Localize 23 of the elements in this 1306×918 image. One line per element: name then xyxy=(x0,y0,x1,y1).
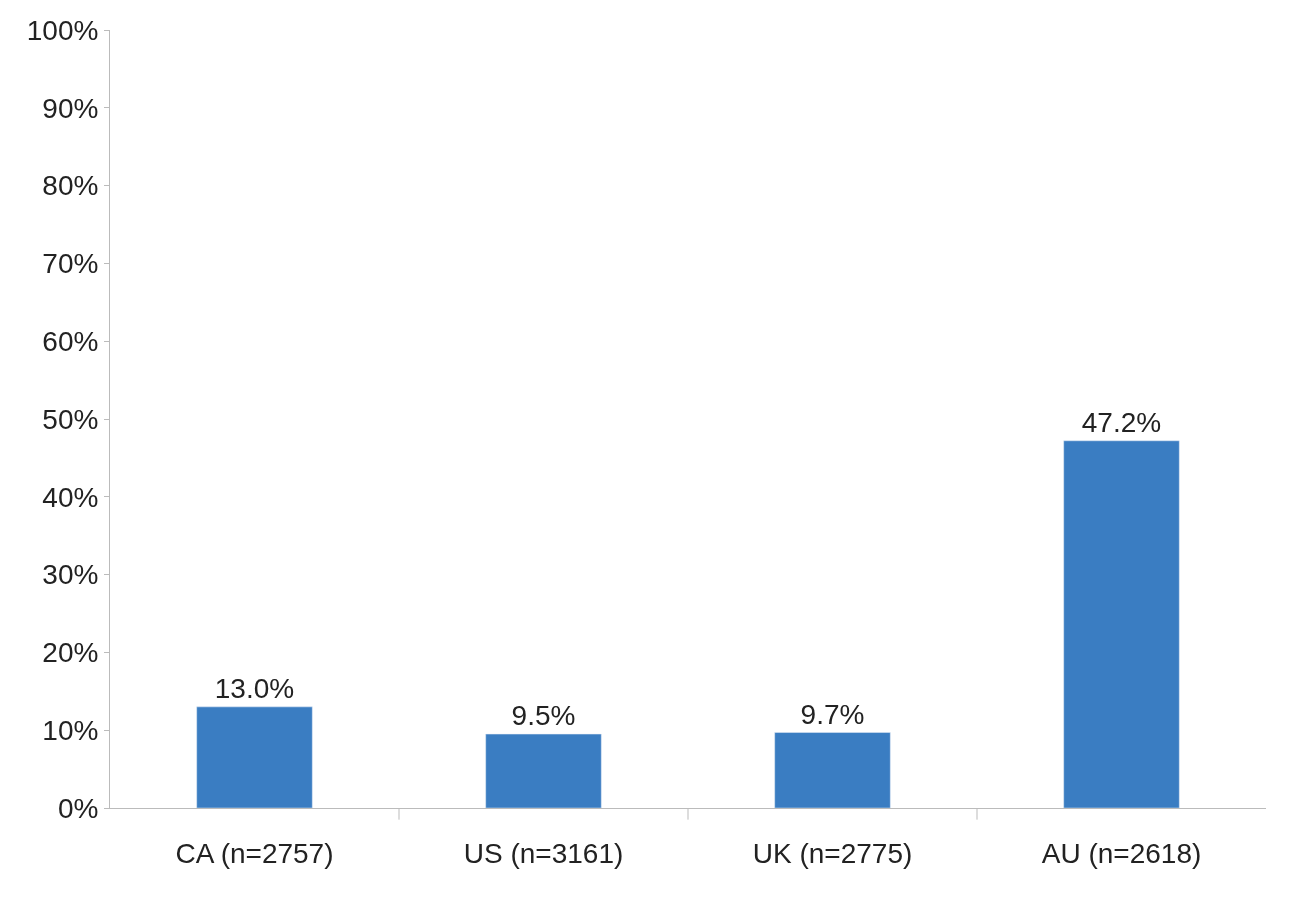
data-label: 9.5% xyxy=(511,700,576,732)
y-tick-label: 100% xyxy=(26,14,99,46)
y-tick-label: 10% xyxy=(42,715,99,746)
data-label: 9.7% xyxy=(800,698,865,730)
y-tick-label: 50% xyxy=(42,403,99,435)
x-tick-label: AU (n=2618) xyxy=(1041,837,1202,869)
y-tick-label: 20% xyxy=(42,637,99,669)
y-tick-label: 30% xyxy=(42,559,99,591)
bar xyxy=(1063,440,1180,808)
bar xyxy=(774,732,891,808)
data-label: 47.2% xyxy=(1081,406,1162,438)
y-tick-label: 80% xyxy=(42,170,99,202)
bar xyxy=(485,733,602,808)
data-label: 13.0% xyxy=(214,672,295,704)
x-tick-label: US (n=3161) xyxy=(463,837,624,869)
y-tick-label: 90% xyxy=(42,92,99,124)
bar xyxy=(196,706,313,808)
y-tick-label: 60% xyxy=(42,326,99,357)
y-tick-label: 70% xyxy=(42,248,99,280)
x-tick-label: UK (n=2775) xyxy=(752,837,913,869)
y-tick-label: 0% xyxy=(57,792,99,824)
x-tick-label: CA (n=2757) xyxy=(175,837,334,869)
y-tick-label: 40% xyxy=(42,481,99,513)
